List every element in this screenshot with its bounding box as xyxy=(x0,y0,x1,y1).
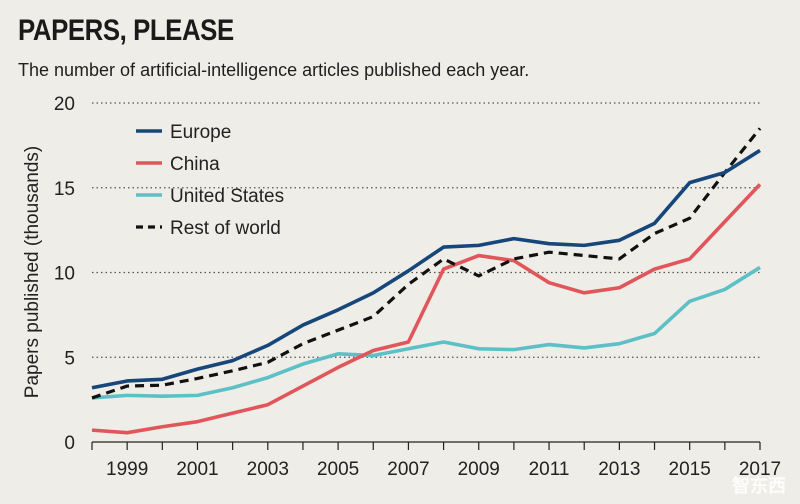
legend-label: Rest of world xyxy=(170,218,281,239)
x-tick-label: 2013 xyxy=(598,459,640,480)
x-axis: 1999 2001 2003 2005 2007 2009 2011 2013 2015 2017 xyxy=(91,441,781,480)
x-tick-label: 2005 xyxy=(317,459,359,480)
y-tick-label: 20 xyxy=(54,94,75,115)
x-tick-label: 2017 xyxy=(739,459,781,480)
legend-label: Europe xyxy=(170,122,231,143)
y-tick-label: 0 xyxy=(64,433,75,454)
x-tick-label: 2011 xyxy=(529,459,570,480)
x-tick-label: 2009 xyxy=(458,459,500,480)
x-tick-label: 2007 xyxy=(387,459,429,480)
x-tick-label: 2015 xyxy=(669,459,711,480)
x-tick-label: 2003 xyxy=(247,459,289,480)
x-tick-label: 1999 xyxy=(106,459,148,480)
series-lines xyxy=(91,127,762,435)
x-tick-label: 2001 xyxy=(176,459,218,480)
chart-title: PAPERS, PLEASE xyxy=(18,14,234,47)
y-tick-label: 5 xyxy=(64,348,75,369)
series-line-europe xyxy=(91,148,761,390)
series-line-rest-of-world xyxy=(91,127,762,400)
y-tick-label: 15 xyxy=(54,179,75,200)
y-tick-label: 10 xyxy=(54,264,75,285)
y-axis-title: Papers published (thousands) xyxy=(22,146,43,398)
y-axis-ticks: 0 5 10 15 20 xyxy=(54,94,75,454)
series-line-china xyxy=(91,183,762,435)
legend-label: United States xyxy=(170,186,284,207)
legend-label: China xyxy=(170,154,220,175)
legend: Europe China United States Rest of world xyxy=(136,122,284,239)
watermark-logo: 智东西 xyxy=(732,476,786,496)
chart-subtitle: The number of artificial-intelligence ar… xyxy=(18,60,530,80)
series-line-united-states xyxy=(91,265,761,400)
